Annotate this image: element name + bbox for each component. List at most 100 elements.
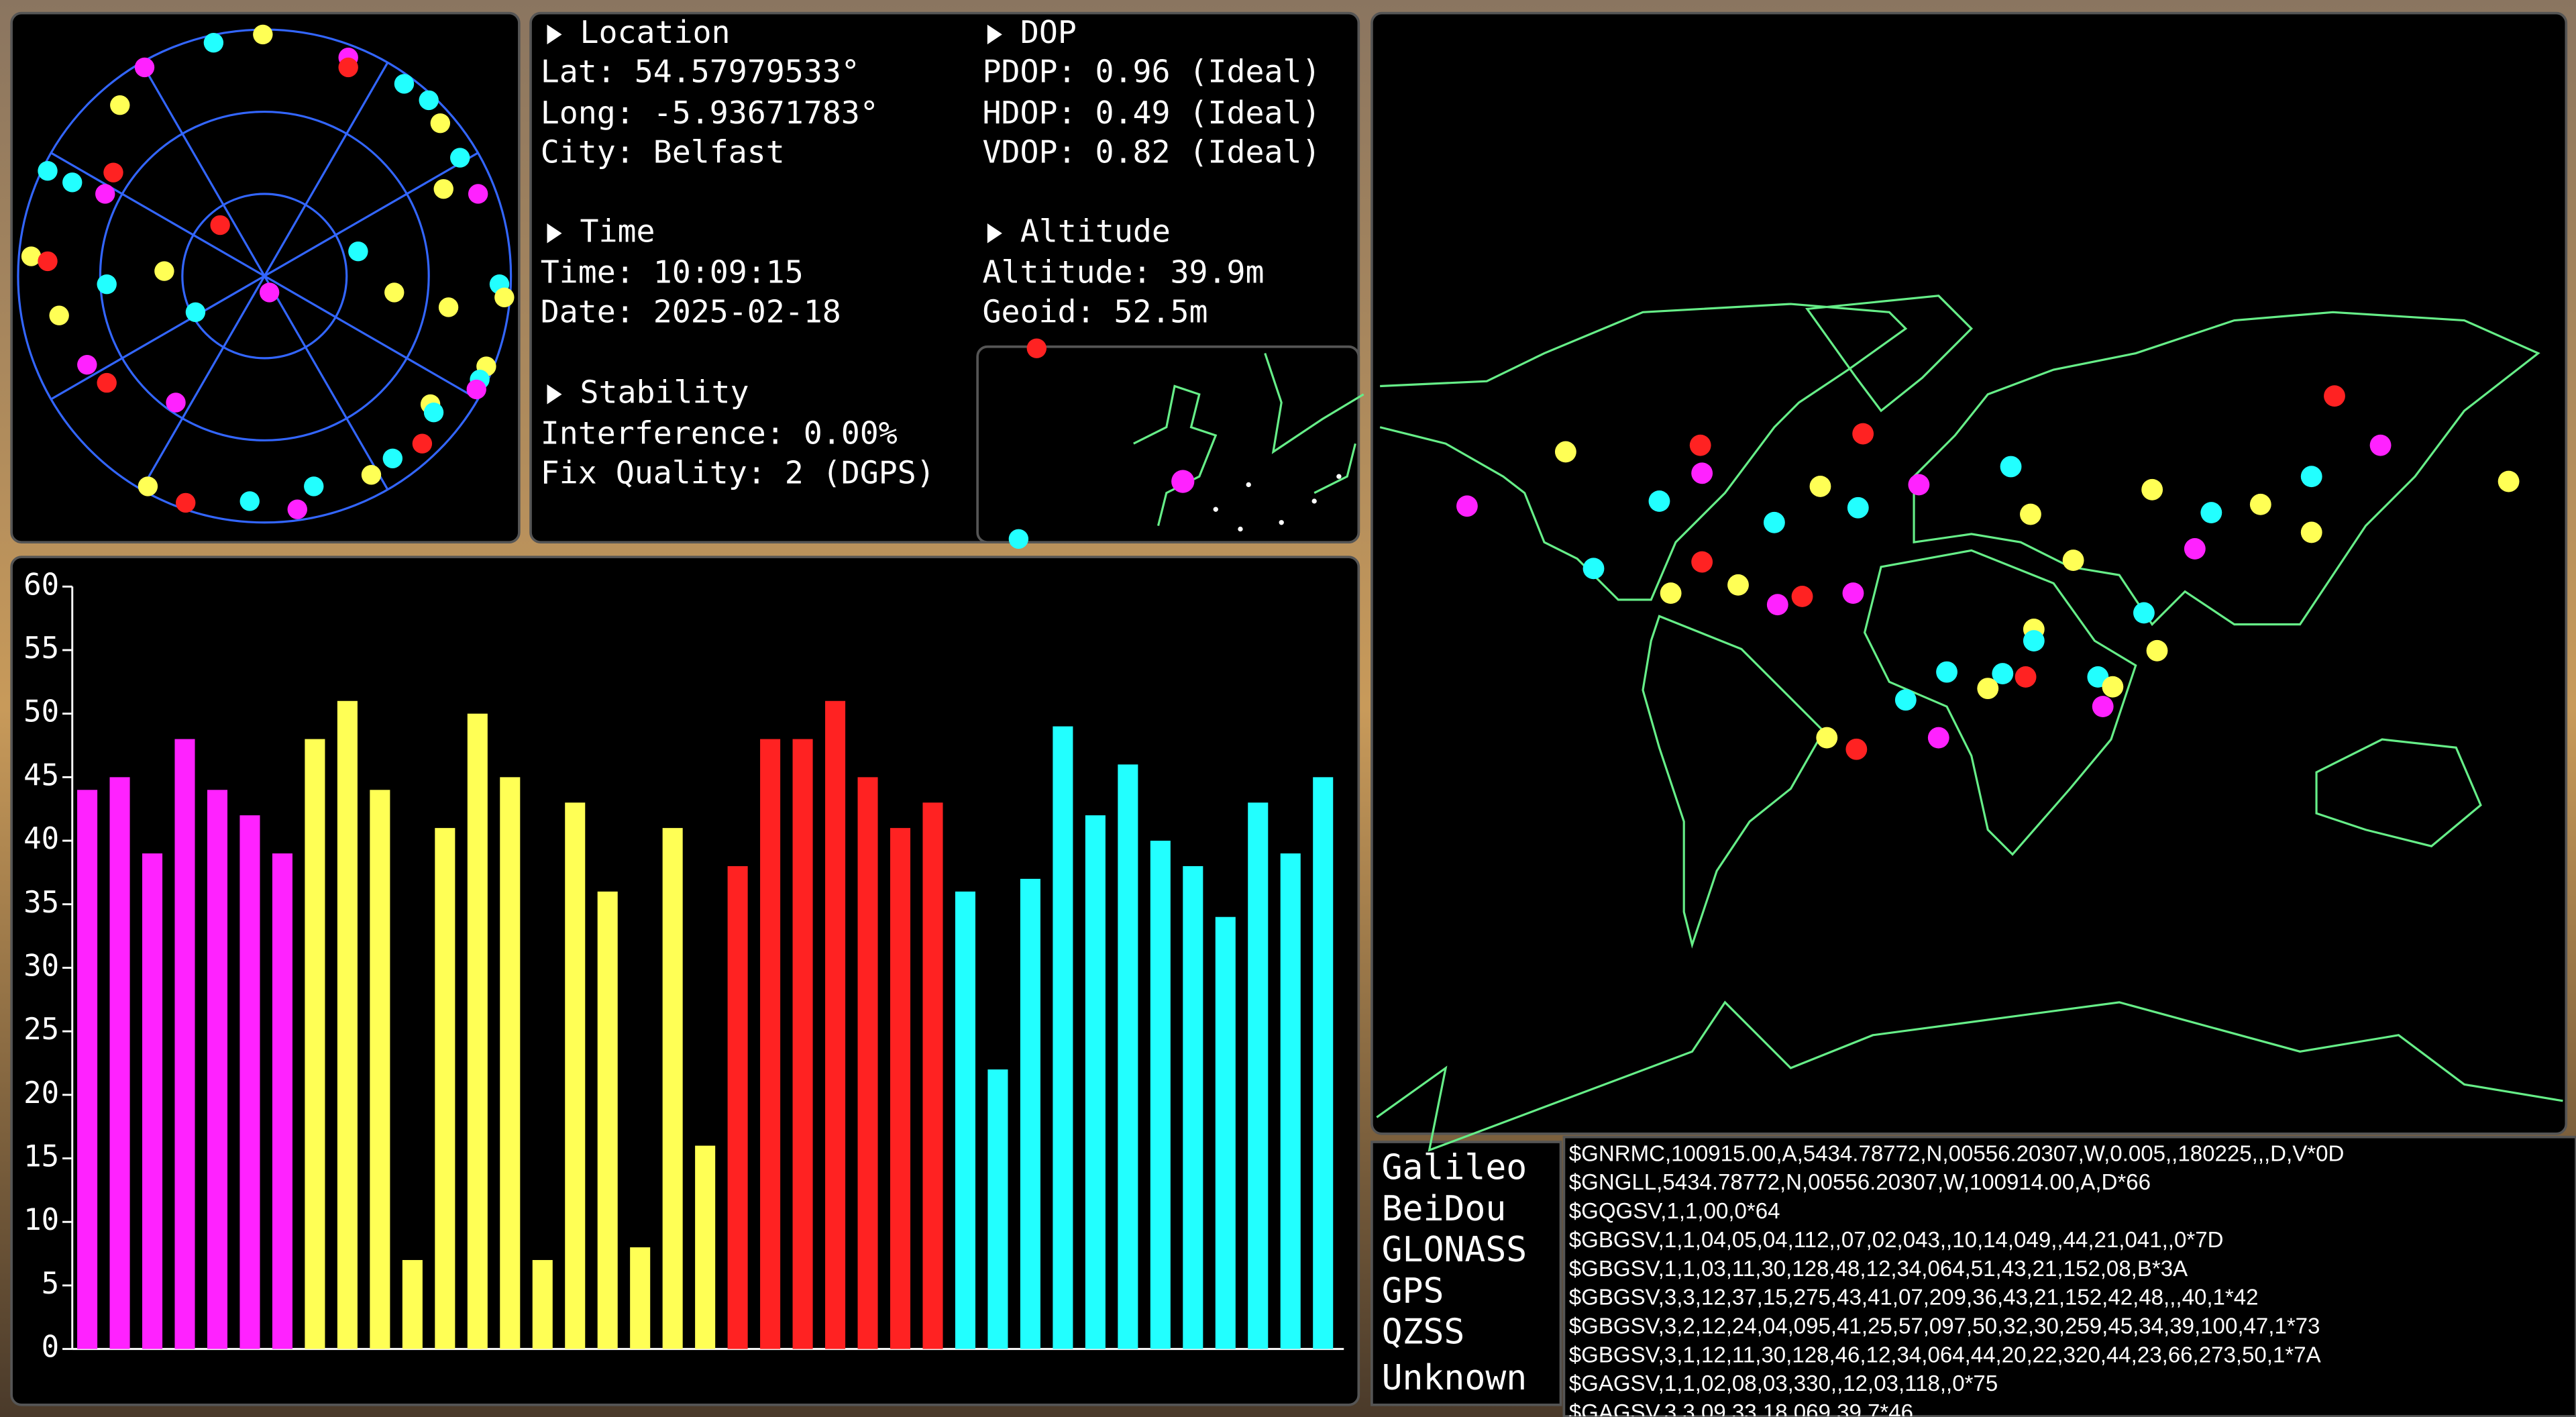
sky-satellite bbox=[185, 302, 206, 322]
info-line: PDOP: 0.96 (Ideal) bbox=[982, 54, 1320, 90]
y-tick-label: 0 bbox=[42, 1330, 60, 1365]
minimap-satellite bbox=[1171, 470, 1195, 493]
bar bbox=[1313, 777, 1334, 1349]
map-satellite bbox=[2324, 385, 2345, 407]
map-satellite bbox=[1809, 475, 1831, 497]
map-satellite bbox=[2300, 521, 2322, 543]
sky-satellite bbox=[253, 24, 273, 45]
bar bbox=[662, 828, 683, 1349]
sky-satellite bbox=[466, 379, 486, 400]
bar bbox=[695, 1145, 716, 1349]
heading: DOP bbox=[1020, 14, 1077, 50]
y-tick-label: 55 bbox=[23, 631, 59, 666]
sky-satellites bbox=[21, 24, 515, 519]
info-line: Geoid: 52.5m bbox=[982, 293, 1208, 329]
map-satellite bbox=[2000, 456, 2022, 478]
map-satellite bbox=[1894, 689, 1917, 711]
bar bbox=[467, 713, 488, 1349]
sky-satellite bbox=[103, 162, 123, 182]
bar bbox=[239, 815, 260, 1349]
map-satellite bbox=[1766, 594, 1788, 616]
map-satellite bbox=[2200, 502, 2222, 523]
info-text: Location Lat: 54.57979533° Long: -5.9367… bbox=[541, 14, 1321, 490]
sky-satellite bbox=[138, 476, 158, 496]
info-line: VDOP: 0.82 (Ideal) bbox=[982, 134, 1320, 170]
sky-satellite bbox=[430, 113, 451, 134]
bar bbox=[1183, 865, 1203, 1349]
nmea-panel bbox=[1562, 1135, 2576, 1417]
bar bbox=[77, 790, 98, 1349]
heading: Stability bbox=[580, 374, 749, 410]
sky-satellite bbox=[412, 433, 433, 454]
map-satellite bbox=[2369, 434, 2392, 456]
bar bbox=[597, 891, 618, 1349]
sky-satellite bbox=[210, 215, 230, 235]
sky-satellite bbox=[468, 184, 488, 204]
sky-satellite bbox=[304, 476, 324, 496]
sky-satellite bbox=[287, 499, 307, 519]
bar-chart: 0 5 10 15 20 25 30 35 40 45 50 55 60 bbox=[23, 568, 1334, 1365]
map-satellite bbox=[2023, 630, 2045, 652]
map-satellite bbox=[1660, 582, 1682, 604]
map-satellite bbox=[1845, 738, 1868, 760]
bar bbox=[532, 1260, 553, 1349]
bar bbox=[1150, 841, 1171, 1349]
sky-satellite bbox=[134, 57, 155, 78]
y-tick-label: 35 bbox=[23, 886, 59, 920]
map-satellite bbox=[1727, 574, 1749, 596]
map-satellite bbox=[1842, 582, 1864, 604]
sky-satellite bbox=[38, 161, 58, 181]
nmea-line: $GBGSV,3,3,12,37,15,275,43,41,07,209,36,… bbox=[1569, 1285, 2259, 1310]
map-satellite bbox=[1927, 727, 1949, 749]
legend-entry: GLONASS bbox=[1382, 1230, 1527, 1270]
bar bbox=[1248, 802, 1269, 1349]
map-satellite bbox=[1691, 551, 1713, 573]
bar bbox=[955, 891, 975, 1349]
bar bbox=[727, 865, 748, 1349]
sky-satellite bbox=[382, 448, 402, 468]
map-satellite bbox=[1908, 474, 1930, 496]
map-satellite bbox=[2300, 466, 2322, 488]
map-satellite bbox=[2133, 602, 2155, 624]
heading: Altitude bbox=[1020, 213, 1171, 249]
map-satellite bbox=[1689, 434, 1711, 456]
minimap-dots bbox=[1213, 474, 1342, 532]
sky-satellite bbox=[97, 372, 117, 393]
bar bbox=[1118, 764, 1138, 1349]
y-tick-label: 15 bbox=[23, 1140, 59, 1174]
nmea-line: $GBGSV,1,1,04,05,04,112,,07,02,043,,10,1… bbox=[1569, 1228, 2224, 1253]
bar bbox=[987, 1069, 1008, 1349]
bar bbox=[922, 802, 943, 1349]
map-satellite bbox=[2184, 538, 2206, 560]
map-satellite bbox=[1852, 423, 1874, 445]
nmea-line: $GAGSV,3,3,09,33,18,069,39,7*46 bbox=[1569, 1400, 1913, 1417]
map-satellite bbox=[1763, 511, 1785, 533]
bar bbox=[174, 739, 195, 1349]
bar bbox=[305, 739, 325, 1349]
map-panel bbox=[1371, 11, 2568, 1135]
sky-satellite bbox=[239, 491, 260, 511]
sky-satellite bbox=[21, 246, 42, 266]
info-line: Interference: 0.00% bbox=[541, 415, 898, 451]
map-satellite bbox=[2092, 696, 2114, 717]
minimap-satellite bbox=[1026, 338, 1046, 358]
sky-satellite bbox=[361, 465, 382, 485]
sky-satellite bbox=[176, 492, 196, 513]
y-tick-label: 60 bbox=[23, 568, 59, 602]
y-tick-label: 40 bbox=[23, 822, 59, 856]
info-line: Lat: 54.57979533° bbox=[541, 54, 860, 90]
bar bbox=[142, 853, 163, 1349]
bar bbox=[890, 828, 911, 1349]
bar bbox=[630, 1247, 651, 1349]
map-satellite bbox=[1691, 462, 1713, 484]
nmea-log: $GNRMC,100915.00,A,5434.78772,N,00556.20… bbox=[1569, 1141, 2345, 1417]
nmea-line: $GBGSV,3,1,12,11,30,128,46,12,34,064,44,… bbox=[1569, 1343, 2321, 1367]
map-satellite bbox=[2498, 470, 2520, 492]
y-tick-label: 45 bbox=[23, 758, 59, 792]
sky-satellite bbox=[419, 90, 439, 111]
bar bbox=[825, 700, 846, 1349]
sky-satellite bbox=[384, 282, 405, 303]
y-tick-label: 30 bbox=[23, 949, 59, 983]
legend-entry: Galileo bbox=[1382, 1148, 1527, 1188]
